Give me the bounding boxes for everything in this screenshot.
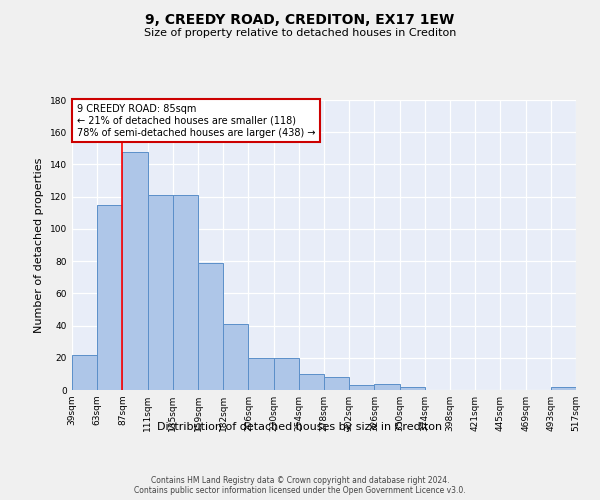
- Bar: [551, 387, 576, 390]
- Bar: [400, 387, 425, 390]
- Bar: [97, 204, 122, 390]
- Bar: [72, 354, 97, 390]
- Bar: [173, 195, 198, 390]
- Bar: [349, 385, 374, 390]
- Bar: [374, 384, 400, 390]
- Bar: [198, 262, 223, 390]
- Bar: [223, 324, 248, 390]
- Text: 9, CREEDY ROAD, CREDITON, EX17 1EW: 9, CREEDY ROAD, CREDITON, EX17 1EW: [145, 12, 455, 26]
- Text: Size of property relative to detached houses in Crediton: Size of property relative to detached ho…: [144, 28, 456, 38]
- Bar: [274, 358, 299, 390]
- Text: 9 CREEDY ROAD: 85sqm
← 21% of detached houses are smaller (118)
78% of semi-deta: 9 CREEDY ROAD: 85sqm ← 21% of detached h…: [77, 104, 316, 138]
- Bar: [324, 377, 349, 390]
- Bar: [122, 152, 148, 390]
- Bar: [248, 358, 274, 390]
- Y-axis label: Number of detached properties: Number of detached properties: [34, 158, 44, 332]
- Bar: [148, 195, 173, 390]
- Text: Contains HM Land Registry data © Crown copyright and database right 2024.
Contai: Contains HM Land Registry data © Crown c…: [134, 476, 466, 495]
- Text: Distribution of detached houses by size in Crediton: Distribution of detached houses by size …: [157, 422, 443, 432]
- Bar: [299, 374, 324, 390]
